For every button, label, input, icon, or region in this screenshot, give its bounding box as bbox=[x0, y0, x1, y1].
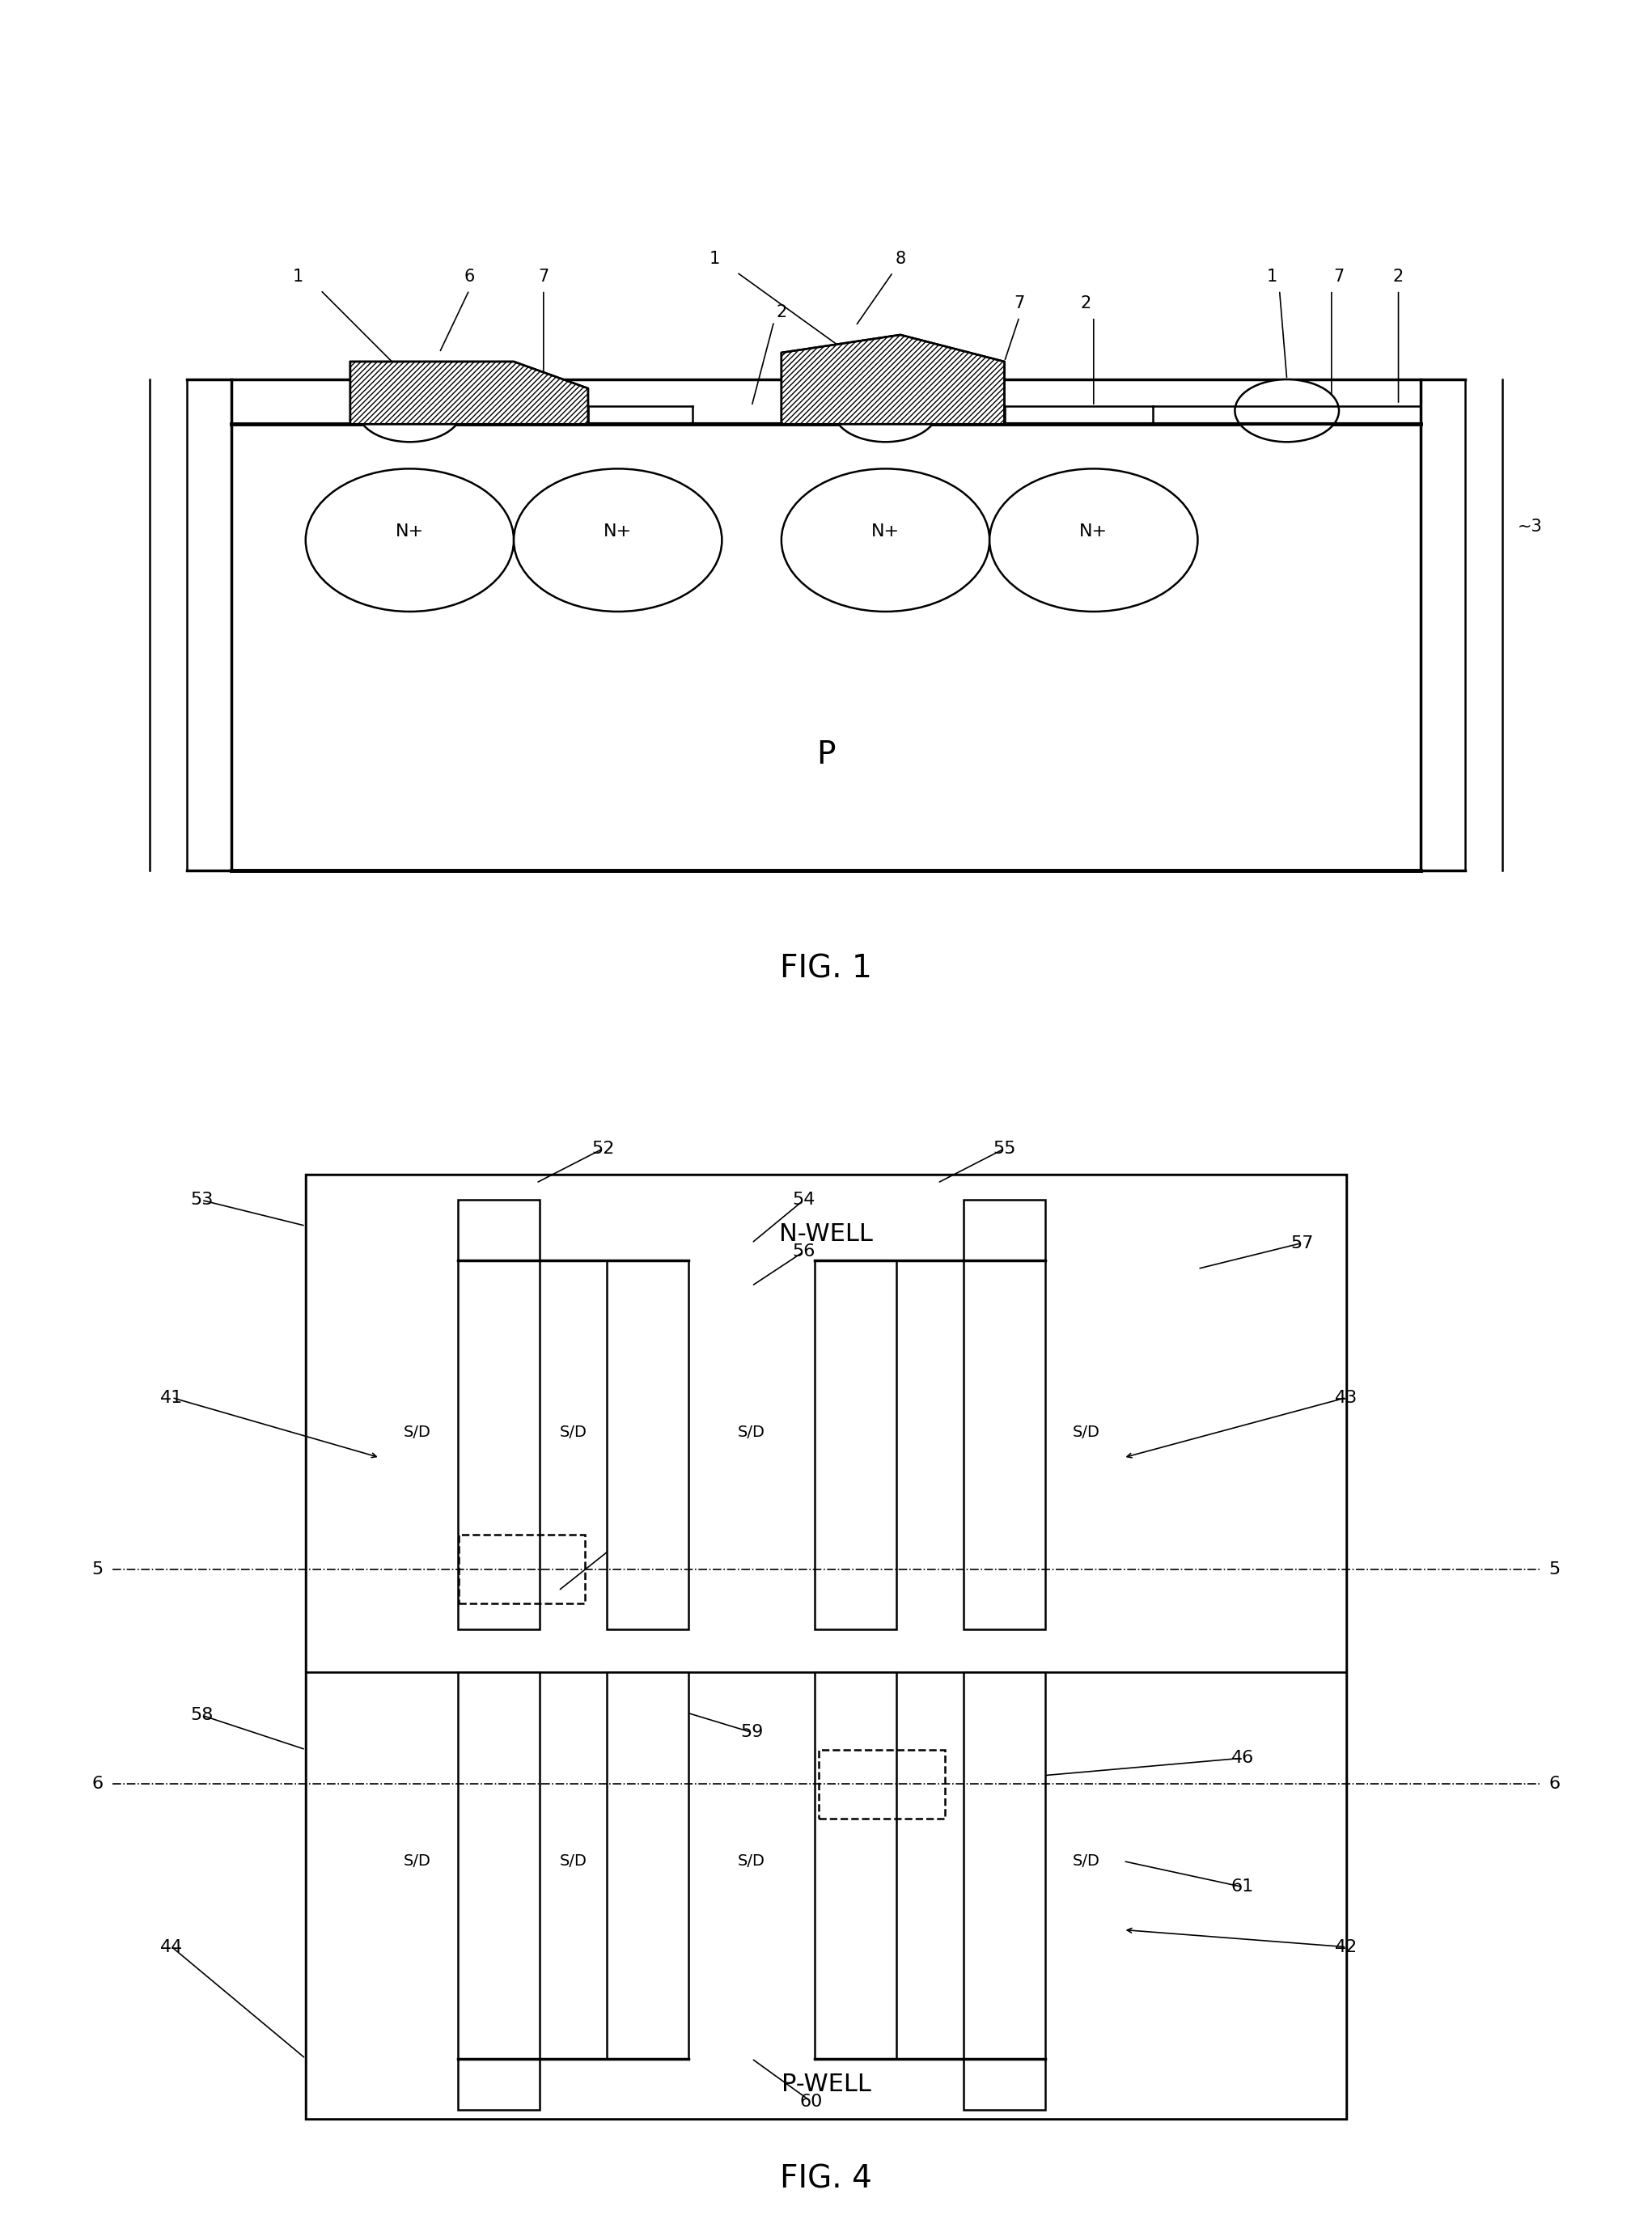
Text: 42: 42 bbox=[1335, 1940, 1358, 1955]
Text: 1: 1 bbox=[1267, 268, 1277, 283]
Text: 1: 1 bbox=[292, 268, 304, 283]
Text: 2: 2 bbox=[776, 304, 786, 319]
Text: 9: 9 bbox=[1029, 554, 1039, 569]
Bar bbox=[819, 1750, 945, 1819]
Text: 6: 6 bbox=[464, 268, 474, 283]
Text: 53: 53 bbox=[190, 1192, 213, 1208]
Text: 5: 5 bbox=[93, 1560, 102, 1578]
Bar bbox=[606, 1672, 689, 2058]
Text: 52: 52 bbox=[591, 1141, 615, 1156]
Text: S/D: S/D bbox=[1072, 1853, 1100, 1868]
Ellipse shape bbox=[990, 469, 1198, 612]
Ellipse shape bbox=[514, 469, 722, 612]
Text: N+: N+ bbox=[1079, 522, 1108, 540]
Text: 1: 1 bbox=[709, 250, 720, 266]
Text: 7: 7 bbox=[1333, 268, 1345, 283]
Bar bbox=[963, 1201, 1046, 1629]
Polygon shape bbox=[350, 362, 588, 424]
Text: FIG. 4: FIG. 4 bbox=[780, 2163, 872, 2194]
Text: 54: 54 bbox=[793, 1192, 814, 1208]
Text: 9: 9 bbox=[575, 554, 586, 569]
Bar bbox=[606, 1261, 689, 1629]
Polygon shape bbox=[781, 335, 1004, 424]
Bar bbox=[814, 1672, 897, 2058]
Bar bbox=[458, 1201, 540, 1629]
Circle shape bbox=[357, 379, 463, 442]
Text: S/D: S/D bbox=[611, 580, 639, 596]
Text: 61: 61 bbox=[1231, 1879, 1254, 1895]
Text: 7: 7 bbox=[539, 268, 548, 283]
Text: 2: 2 bbox=[1080, 295, 1092, 310]
Bar bbox=[306, 1174, 1346, 1672]
Text: P: P bbox=[816, 739, 836, 770]
Ellipse shape bbox=[306, 469, 514, 612]
Text: S/D: S/D bbox=[403, 1424, 431, 1440]
Text: 43: 43 bbox=[1335, 1391, 1358, 1406]
Bar bbox=[458, 1672, 540, 2109]
Text: 8: 8 bbox=[895, 250, 905, 266]
Text: 60: 60 bbox=[800, 2094, 823, 2109]
Bar bbox=[459, 1536, 585, 1603]
Text: FIG. 1: FIG. 1 bbox=[780, 953, 872, 984]
Text: N+: N+ bbox=[395, 522, 425, 540]
Bar bbox=[306, 1672, 1346, 2118]
Text: S/D: S/D bbox=[403, 1853, 431, 1868]
Text: 55: 55 bbox=[993, 1141, 1016, 1156]
Text: 58: 58 bbox=[190, 1707, 213, 1723]
Text: N+: N+ bbox=[871, 522, 900, 540]
Text: ~3: ~3 bbox=[1517, 518, 1543, 533]
Text: 6: 6 bbox=[93, 1777, 102, 1792]
Text: 7: 7 bbox=[1014, 295, 1024, 310]
Text: 59: 59 bbox=[740, 1725, 763, 1741]
Text: S/D: S/D bbox=[738, 1853, 765, 1868]
Bar bbox=[814, 1261, 897, 1629]
Text: S/D: S/D bbox=[560, 1424, 586, 1440]
Text: N-WELL: N-WELL bbox=[780, 1223, 872, 1245]
Circle shape bbox=[833, 379, 938, 442]
Text: 5: 5 bbox=[1550, 1560, 1559, 1578]
Bar bbox=[963, 1672, 1046, 2109]
Bar bbox=[231, 379, 1421, 870]
Text: 15: 15 bbox=[816, 554, 836, 569]
Text: S/D: S/D bbox=[560, 1853, 586, 1868]
Text: 44: 44 bbox=[160, 1940, 183, 1955]
Text: 41: 41 bbox=[160, 1391, 183, 1406]
Text: 45: 45 bbox=[606, 1536, 629, 1551]
Bar bbox=[306, 1174, 1346, 2118]
Text: S/D: S/D bbox=[1072, 1424, 1100, 1440]
Circle shape bbox=[1234, 379, 1338, 442]
Text: 46: 46 bbox=[1231, 1750, 1254, 1766]
Text: 57: 57 bbox=[1290, 1234, 1313, 1252]
Ellipse shape bbox=[781, 469, 990, 612]
Text: 2: 2 bbox=[1393, 268, 1404, 283]
Text: N+: N+ bbox=[603, 522, 633, 540]
Text: 56: 56 bbox=[793, 1243, 814, 1259]
Text: S/D: S/D bbox=[1072, 580, 1100, 596]
Text: 5: 5 bbox=[330, 554, 340, 569]
Text: S/D: S/D bbox=[738, 1424, 765, 1440]
Text: 6: 6 bbox=[1550, 1777, 1559, 1792]
Text: P-WELL: P-WELL bbox=[781, 2074, 871, 2096]
